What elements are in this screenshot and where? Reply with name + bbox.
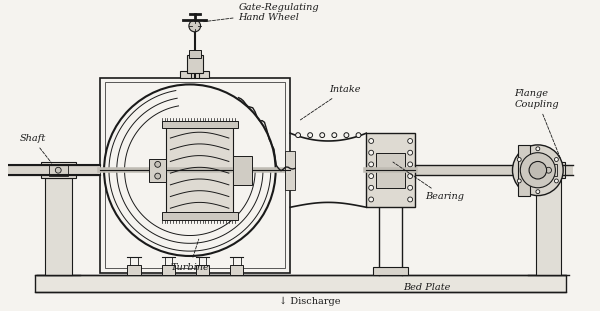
Circle shape [356, 133, 361, 137]
Bar [532, 162, 565, 178]
Circle shape [344, 133, 349, 137]
Bar [161, 212, 238, 220]
Bar [149, 159, 166, 182]
Bar [230, 265, 244, 275]
Text: ↓ Discharge: ↓ Discharge [279, 297, 340, 306]
Bar [8, 165, 100, 175]
Bar [196, 265, 209, 275]
Bar [518, 145, 530, 196]
Bar [415, 165, 573, 175]
Circle shape [517, 179, 521, 183]
Bar [187, 55, 203, 73]
Bar [286, 151, 295, 190]
Bar [536, 178, 561, 275]
Circle shape [408, 197, 413, 202]
Bar [233, 156, 252, 185]
Circle shape [545, 167, 551, 173]
Circle shape [55, 167, 61, 173]
Bar [376, 153, 405, 188]
Circle shape [369, 185, 374, 190]
Circle shape [536, 147, 540, 151]
Bar [166, 126, 233, 214]
Text: Bearing: Bearing [393, 162, 464, 202]
Circle shape [189, 20, 200, 32]
Circle shape [104, 85, 275, 256]
Circle shape [369, 197, 374, 202]
Circle shape [320, 133, 325, 137]
Text: Shaft: Shaft [19, 134, 52, 163]
Bar [161, 265, 175, 275]
Circle shape [155, 173, 161, 179]
Text: Gate-Regulating
Hand Wheel: Gate-Regulating Hand Wheel [203, 2, 319, 22]
Circle shape [554, 179, 559, 183]
Circle shape [369, 174, 374, 179]
Circle shape [408, 185, 413, 190]
Bar [373, 267, 408, 275]
Bar [180, 71, 209, 78]
Circle shape [536, 190, 540, 194]
Bar [44, 178, 72, 275]
Text: Bed Plate: Bed Plate [403, 283, 451, 292]
Circle shape [308, 133, 313, 137]
Bar [540, 165, 557, 176]
Bar [41, 162, 76, 178]
Bar [105, 82, 286, 268]
Text: Flange
Coupling: Flange Coupling [514, 90, 560, 158]
Circle shape [408, 150, 413, 155]
Text: Turbine: Turbine [170, 239, 209, 272]
Circle shape [369, 162, 374, 167]
Circle shape [408, 174, 413, 179]
Circle shape [554, 158, 559, 161]
Circle shape [369, 150, 374, 155]
Bar [127, 265, 141, 275]
Bar [366, 133, 415, 207]
Circle shape [408, 162, 413, 167]
Circle shape [408, 138, 413, 143]
Bar [35, 275, 566, 292]
Circle shape [296, 133, 301, 137]
Text: Intake: Intake [301, 85, 361, 120]
Circle shape [332, 133, 337, 137]
Bar [161, 121, 238, 128]
Circle shape [520, 153, 556, 188]
Circle shape [512, 145, 563, 196]
Circle shape [517, 158, 521, 161]
Circle shape [529, 161, 547, 179]
Bar [100, 78, 290, 272]
Circle shape [369, 138, 374, 143]
Circle shape [155, 161, 161, 167]
Bar [49, 165, 68, 176]
Bar [189, 50, 200, 58]
